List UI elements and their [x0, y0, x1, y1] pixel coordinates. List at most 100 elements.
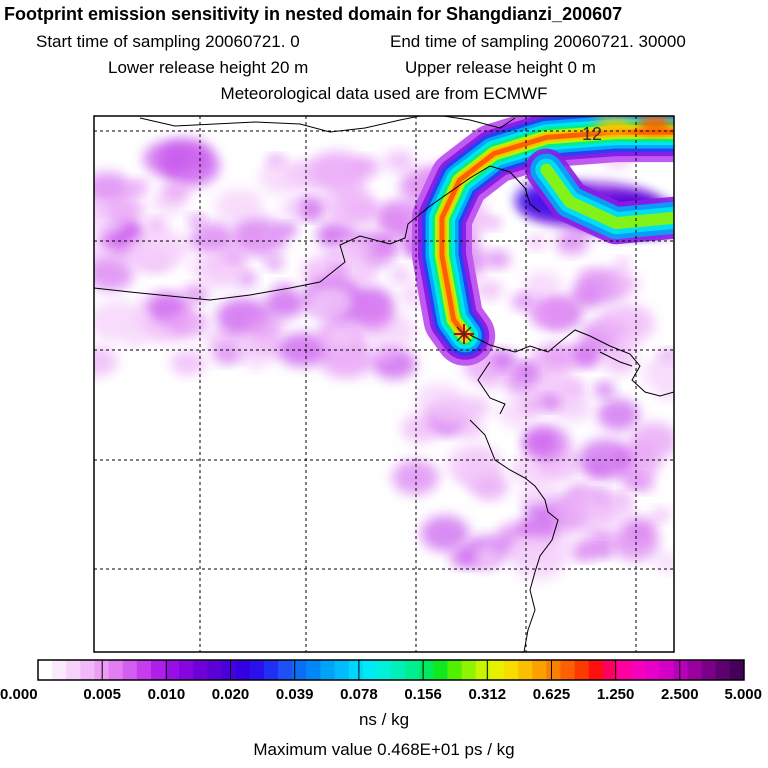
colorbar-swatch: [193, 660, 208, 680]
colorbar-swatch: [207, 660, 222, 680]
haze-blob: [170, 350, 206, 376]
haze-blob: [467, 545, 502, 571]
colorbar-swatch: [235, 660, 251, 680]
haze-blob: [632, 475, 654, 492]
haze-blob: [509, 460, 536, 480]
haze-blob: [597, 398, 640, 431]
colorbar-swatch: [447, 660, 462, 680]
contour-label: 12: [582, 124, 602, 144]
haze-blob: [596, 545, 614, 559]
colorbar-swatch: [503, 660, 519, 680]
haze-blob: [512, 535, 555, 567]
haze-blob: [122, 182, 143, 197]
chart-title: Footprint emission sensitivity in nested…: [4, 4, 623, 24]
end-time-label: End time of sampling 20060721. 30000: [390, 32, 686, 51]
colorbar-tick-label: 1.250: [597, 686, 635, 703]
colorbar-tick-label: 0.000: [0, 686, 38, 703]
haze-blob: [519, 480, 557, 508]
haze-blob: [540, 344, 574, 369]
haze-blob: [420, 515, 470, 552]
colorbar-swatch: [391, 660, 406, 680]
colorbar-swatch: [108, 660, 124, 680]
colorbar-swatch: [588, 660, 604, 680]
colorbar-tick-label: 0.156: [404, 686, 442, 703]
colorbar-tick-label: 0.005: [83, 686, 121, 703]
colorbar-swatch: [80, 660, 95, 680]
colorbar-swatch: [122, 660, 138, 680]
haze-blob: [264, 289, 305, 318]
haze-blob: [558, 396, 593, 423]
haze-blob: [608, 273, 640, 295]
colorbar-swatch: [659, 660, 674, 680]
haze-blob: [428, 393, 472, 427]
haze-blob: [566, 379, 584, 393]
haze-blob: [571, 545, 592, 561]
colorbar-swatch: [165, 660, 180, 680]
haze-blob: [161, 181, 190, 201]
haze-blob: [578, 439, 633, 480]
colorbar-tick-label: 0.625: [533, 686, 571, 703]
haze-blob: [143, 141, 193, 176]
haze-blob: [511, 292, 537, 311]
max-value-label: Maximum value 0.468E+01 ps / kg: [253, 740, 515, 759]
haze-blob: [613, 257, 632, 271]
colorbar-swatch: [278, 660, 293, 680]
colorbar-swatch: [150, 660, 166, 680]
haze-blob: [654, 552, 674, 573]
haze-blob: [555, 231, 589, 255]
haze-blob: [523, 429, 559, 456]
colorbar-swatch: [461, 660, 477, 680]
haze-blob: [264, 256, 285, 271]
colorbar-swatch: [179, 660, 194, 680]
colorbar-swatch: [348, 660, 364, 680]
haze-blob: [642, 355, 674, 392]
haze-blob: [126, 233, 176, 269]
haze-blob: [389, 267, 412, 283]
colorbar-tick-label: 0.312: [469, 686, 507, 703]
haze-blob: [258, 161, 305, 195]
haze-blob: [223, 248, 244, 263]
lower-release-height-label: Lower release height 20 m: [108, 58, 309, 77]
haze-blob: [450, 548, 476, 568]
colorbar-swatch: [532, 660, 547, 680]
colorbar-tick-label: 0.010: [148, 686, 186, 703]
haze-blob: [391, 459, 439, 495]
colorbar-swatch: [66, 660, 81, 680]
meteo-data-label: Meteorological data used are from ECMWF: [220, 84, 548, 103]
map-frame: [93, 115, 675, 653]
colorbar-swatch: [574, 660, 590, 680]
colorbar-swatch: [433, 660, 448, 680]
haze-blob: [94, 346, 118, 377]
colorbar-swatch: [419, 660, 434, 680]
coastline: [94, 116, 674, 652]
haze-blob: [324, 325, 360, 350]
map-grid: [94, 116, 674, 652]
haze-blob: [279, 199, 306, 218]
colorbar-swatch: [729, 660, 745, 680]
haze-blob: [232, 217, 288, 257]
haze-blob: [375, 347, 395, 362]
plume-band: [439, 129, 674, 339]
haze-blob: [189, 222, 236, 255]
colorbar-swatch: [546, 660, 561, 680]
haze-blob: [106, 196, 145, 224]
haze-blob: [305, 285, 356, 321]
colorbar-swatch: [560, 660, 575, 680]
haze-blob: [277, 332, 327, 367]
haze-blob: [248, 314, 285, 341]
colorbar-swatch: [306, 660, 321, 680]
colorbar-swatch: [687, 660, 703, 680]
colorbar-swatch: [136, 660, 152, 680]
haze-blob: [145, 217, 167, 233]
colorbar-swatch: [362, 660, 378, 680]
haze-blob: [325, 191, 376, 227]
receptor-marker: [454, 324, 474, 344]
plume-layer: [412, 116, 674, 366]
haze-blob: [520, 394, 546, 414]
colorbar-tick-label: 0.078: [340, 686, 378, 703]
haze-blob: [602, 348, 638, 375]
colorbar-swatch: [221, 660, 237, 680]
sensitivity-haze: [94, 138, 674, 582]
upper-release-height-label: Upper release height 0 m: [405, 58, 596, 77]
colorbar-swatch: [263, 660, 279, 680]
